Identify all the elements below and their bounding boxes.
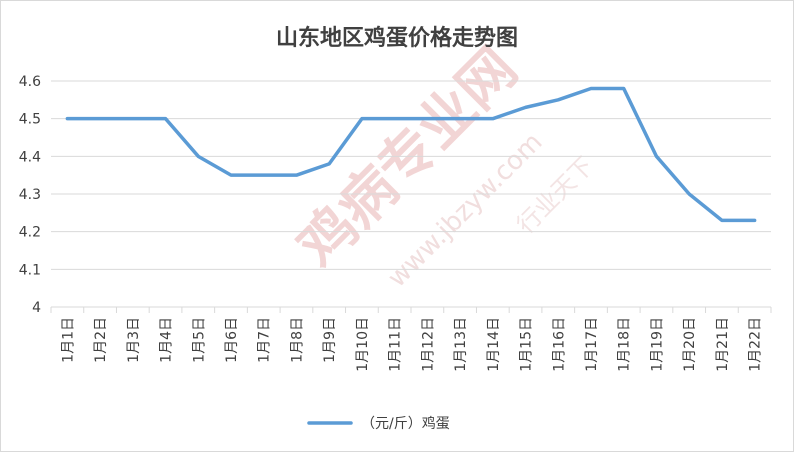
x-tick-label: 1月2日: [93, 317, 109, 363]
x-tick-label: 1月14日: [486, 317, 502, 372]
x-tick-label: 1月19日: [649, 317, 665, 372]
watermark-text-main: 鸡病专业网: [286, 36, 530, 280]
x-tick-label: 1月21日: [715, 317, 731, 372]
y-tick-label: 4.5: [19, 112, 41, 128]
x-tick-label: 1月9日: [322, 317, 338, 363]
x-axis-ticks: 1月1日 1月2日 1月3日 1月4日 1月5日 1月6日 1月7日 1月8日 1月9日 1月10…: [50, 307, 772, 372]
y-axis-ticks: 4.6 4.5 4.4 4.3 4.2 4.1 4: [19, 74, 41, 316]
x-tick-label: 1月18日: [617, 317, 633, 372]
x-tick-label: 1月10日: [355, 317, 371, 372]
series-line: [65, 86, 757, 223]
x-tick-label: 1月15日: [519, 317, 535, 372]
legend-label: （元/斤）鸡蛋: [361, 415, 450, 432]
y-tick-label: 4.1: [19, 262, 41, 278]
x-tick-label: 1月7日: [257, 317, 273, 363]
x-tick-label: 1月4日: [159, 317, 175, 363]
x-tick-label: 1月13日: [453, 317, 469, 372]
y-tick-label: 4.2: [19, 225, 41, 241]
chart-title: 山东地区鸡蛋价格走势图: [276, 25, 518, 51]
x-tick-label: 1月1日: [60, 317, 76, 363]
x-tick-label: 1月16日: [551, 317, 567, 372]
series-layer: [65, 86, 757, 223]
x-tick-label: 1月20日: [682, 317, 698, 372]
x-tick-label: 1月12日: [420, 317, 436, 372]
x-tick-label: 1月6日: [224, 317, 240, 363]
x-tick-label: 1月8日: [289, 317, 305, 363]
y-tick-label: 4: [32, 300, 41, 316]
y-tick-label: 4.3: [19, 187, 41, 203]
y-tick-label: 4.4: [19, 149, 41, 165]
y-tick-label: 4.6: [19, 74, 41, 90]
x-tick-label: 1月11日: [388, 317, 404, 372]
x-tick-label: 1月3日: [126, 317, 142, 363]
legend: （元/斤）鸡蛋: [307, 415, 450, 432]
x-tick-label: 1月22日: [748, 317, 764, 372]
x-tick-label: 1月17日: [584, 317, 600, 372]
x-tick-label: 1月5日: [191, 317, 207, 363]
